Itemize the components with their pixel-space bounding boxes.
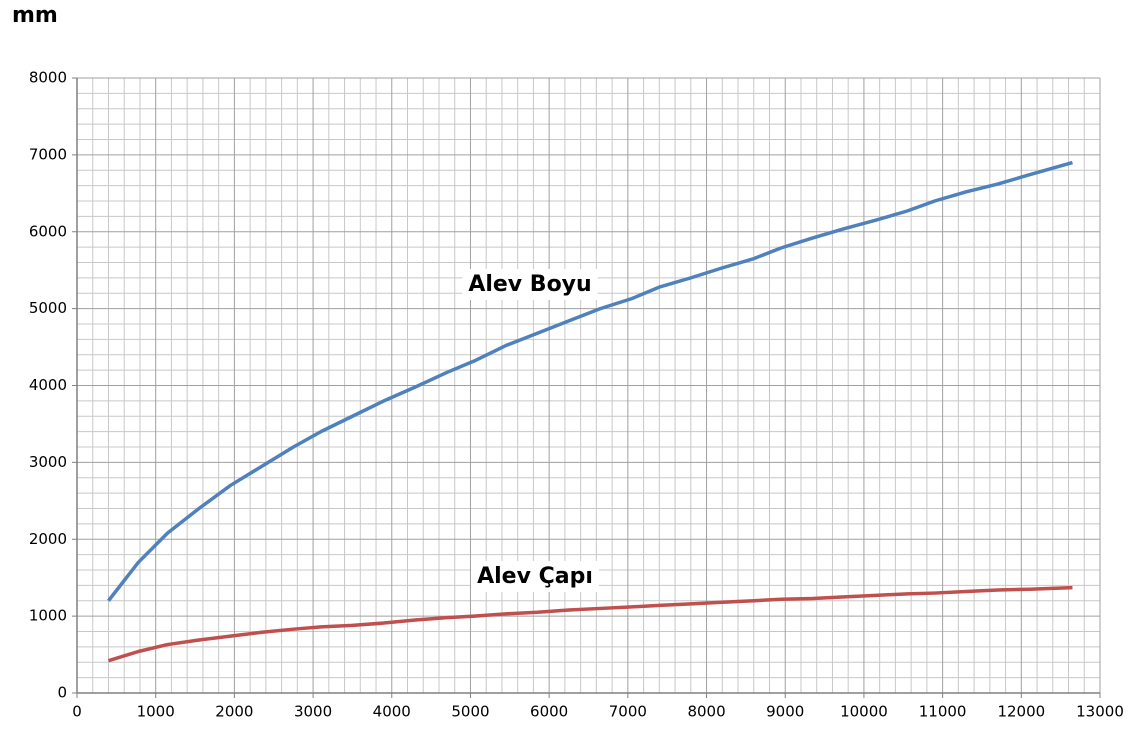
y-tick-label: 5000 bbox=[29, 299, 67, 317]
x-tick-label: 3000 bbox=[294, 703, 332, 721]
x-tick-label: 13000 bbox=[1076, 703, 1124, 721]
y-tick-label: 0 bbox=[57, 684, 67, 702]
series-label: Alev Boyu bbox=[468, 272, 591, 297]
x-tick-label: 9000 bbox=[766, 703, 804, 721]
series-line bbox=[107, 160, 1073, 602]
y-axis-label: mm bbox=[12, 3, 58, 28]
x-tick-label: 12000 bbox=[997, 703, 1045, 721]
y-tick-label: 3000 bbox=[29, 453, 67, 471]
x-tick-label: 10000 bbox=[840, 703, 888, 721]
x-tick-label: 8000 bbox=[687, 703, 725, 721]
y-tick-label: 1000 bbox=[29, 607, 67, 625]
x-tick-label: 11000 bbox=[919, 703, 967, 721]
y-tick-label: 4000 bbox=[29, 376, 67, 394]
x-tick-label: 7000 bbox=[609, 703, 647, 721]
x-tick-label: 1000 bbox=[137, 703, 175, 721]
series-label-bg bbox=[471, 561, 599, 592]
series-label: Alev Çapı bbox=[477, 564, 593, 589]
y-tick-label: 8000 bbox=[29, 69, 67, 87]
series-label-bg bbox=[462, 269, 598, 300]
y-tick-label: 2000 bbox=[29, 530, 67, 548]
x-tick-label: 5000 bbox=[451, 703, 489, 721]
x-tick-label: 0 bbox=[72, 703, 82, 721]
y-tick-label: 6000 bbox=[29, 222, 67, 240]
y-tick-label: 7000 bbox=[29, 145, 67, 163]
x-tick-label: 4000 bbox=[373, 703, 411, 721]
series-line bbox=[107, 585, 1073, 663]
x-tick-label: 6000 bbox=[530, 703, 568, 721]
x-tick-label: 2000 bbox=[215, 703, 253, 721]
